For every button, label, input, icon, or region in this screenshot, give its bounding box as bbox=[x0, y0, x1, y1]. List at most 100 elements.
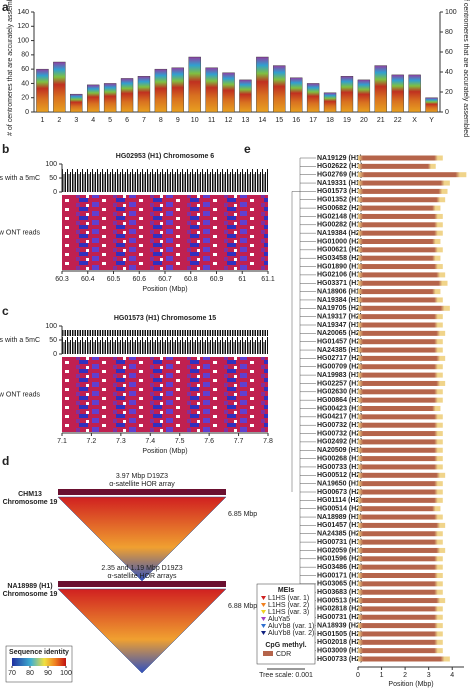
sample-label: HG00682 (H2) bbox=[317, 205, 363, 212]
array-bar bbox=[358, 364, 443, 370]
x-tick-label: 21 bbox=[377, 117, 385, 124]
bar bbox=[70, 93, 83, 113]
array-bar bbox=[358, 305, 450, 311]
tick-label: 90 bbox=[44, 670, 52, 677]
sample-label: HG01114 (H2) bbox=[317, 497, 362, 504]
bar bbox=[425, 97, 438, 113]
x-tick-label: 4 bbox=[450, 672, 454, 679]
x-tick-label: 5 bbox=[108, 117, 112, 124]
x-tick-label: 6 bbox=[125, 117, 129, 124]
x-tick-label: 9 bbox=[176, 117, 180, 124]
sample-label: HG00864 (H1) bbox=[317, 397, 363, 404]
x-tick-label: 18 bbox=[326, 117, 334, 124]
sample-label: HG04217 (H1) bbox=[317, 414, 363, 421]
x-label: Position (Mbp) bbox=[142, 286, 187, 293]
x-tick-label: 15 bbox=[275, 117, 283, 124]
x-tick-label: 4 bbox=[91, 117, 95, 124]
sample-label: NA20065 (H2) bbox=[317, 330, 362, 337]
chrom-label: Chromosome 19 bbox=[3, 591, 58, 598]
sample-label: HG03065 (H1) bbox=[317, 581, 363, 588]
x-tick-label: 7.1 bbox=[57, 438, 67, 445]
sample-label: NA19705 (H2) bbox=[317, 305, 362, 312]
sample-label: HG02492 (H1) bbox=[317, 439, 363, 446]
array-bar bbox=[358, 564, 443, 570]
array-bar bbox=[358, 264, 443, 270]
x-tick-label: 10 bbox=[191, 117, 199, 124]
sample-label: HG00732 (H2) bbox=[317, 430, 363, 437]
x-tick-label: 1 bbox=[380, 672, 384, 679]
panel-letter: a bbox=[2, 0, 9, 14]
sample-label: NA18939 (H2) bbox=[317, 622, 362, 629]
bar bbox=[120, 78, 134, 113]
x-tick-label: 2 bbox=[403, 672, 407, 679]
sample-label: HG01000 (H2) bbox=[317, 238, 363, 245]
sample-label: HG01352 (H1) bbox=[317, 197, 363, 204]
sample-label: NA18989 (H1) bbox=[317, 514, 362, 521]
x-tick-label: 3 bbox=[74, 117, 78, 124]
array-bar bbox=[358, 606, 443, 612]
bar bbox=[374, 65, 387, 113]
sample-label: HG01890 (H1) bbox=[317, 263, 363, 270]
sample-label: CHM13 bbox=[18, 491, 42, 498]
y-tick-label: 50 bbox=[49, 175, 57, 182]
y2-tick-label: 40 bbox=[445, 69, 453, 76]
sample-label: HG02622 (H1) bbox=[317, 163, 363, 170]
array-bar bbox=[358, 639, 443, 645]
x-tick-label: 2 bbox=[57, 117, 61, 124]
sample-label: HG00282 (H1) bbox=[317, 222, 363, 229]
y-tick-label: 0 bbox=[25, 109, 29, 116]
x-tick-label: 60.8 bbox=[184, 276, 198, 283]
bar bbox=[408, 74, 421, 113]
sample-label: NA18989 (H1) bbox=[7, 583, 52, 590]
tree-scale: Tree scale: 0.001 bbox=[259, 672, 313, 679]
bar bbox=[137, 76, 151, 113]
sample-label: HG00731 (H2) bbox=[317, 614, 363, 621]
bar bbox=[323, 92, 337, 113]
legend-label: CDR bbox=[276, 651, 291, 658]
y-tick-label: 0 bbox=[53, 189, 57, 196]
bar bbox=[239, 79, 252, 113]
annotation-track bbox=[58, 489, 226, 495]
tick-label: 80 bbox=[26, 670, 34, 677]
array-bar bbox=[358, 506, 441, 512]
array-bar bbox=[358, 497, 443, 503]
legend-box bbox=[256, 583, 316, 665]
size-label: 6.85 Mbp bbox=[228, 511, 257, 518]
reads-track bbox=[62, 330, 268, 354]
y-tick-label: 100 bbox=[17, 37, 29, 44]
x-tick-label: 60.7 bbox=[158, 276, 172, 283]
sample-label: HG02106 (H1) bbox=[317, 272, 363, 279]
bar bbox=[154, 68, 168, 113]
sample-label: HG02630 (H1) bbox=[317, 389, 363, 396]
sample-label: HG03009 (H1) bbox=[317, 647, 363, 654]
x-tick-label: 14 bbox=[258, 117, 266, 124]
array-bar bbox=[358, 514, 443, 520]
identity-triangle bbox=[57, 588, 227, 674]
legend-marker bbox=[261, 603, 266, 607]
sample-label: HG03683 (H1) bbox=[317, 589, 363, 596]
sample-label: HG02717 (H2) bbox=[317, 355, 363, 362]
bar bbox=[87, 84, 100, 113]
y-tick-label: 100 bbox=[45, 323, 57, 330]
array-bar bbox=[358, 272, 446, 278]
y-tick-label: 120 bbox=[17, 23, 29, 30]
y-tick-label: 60 bbox=[21, 66, 29, 73]
array-bar bbox=[358, 205, 441, 211]
legend-marker bbox=[261, 631, 266, 635]
bar bbox=[53, 61, 66, 113]
sample-label: HG01457 (H2) bbox=[317, 339, 363, 346]
sample-label: NA18906 (H1) bbox=[317, 288, 362, 295]
array-bar bbox=[358, 297, 443, 303]
array-bar bbox=[358, 456, 443, 462]
x-tick-label: 7.5 bbox=[175, 438, 185, 445]
x-tick-label: 7.3 bbox=[116, 438, 126, 445]
sample-label: HG00268 (H1) bbox=[317, 455, 363, 462]
array-label: α-satellite HOR arrays bbox=[107, 573, 177, 580]
array-bar bbox=[358, 406, 441, 411]
sample-label: HG00731 (H1) bbox=[317, 539, 363, 546]
array-bar bbox=[358, 347, 443, 353]
panel-letter: b bbox=[2, 142, 9, 156]
x-tick-label: 13 bbox=[242, 117, 250, 124]
bar bbox=[36, 68, 49, 113]
array-bar bbox=[358, 247, 443, 253]
